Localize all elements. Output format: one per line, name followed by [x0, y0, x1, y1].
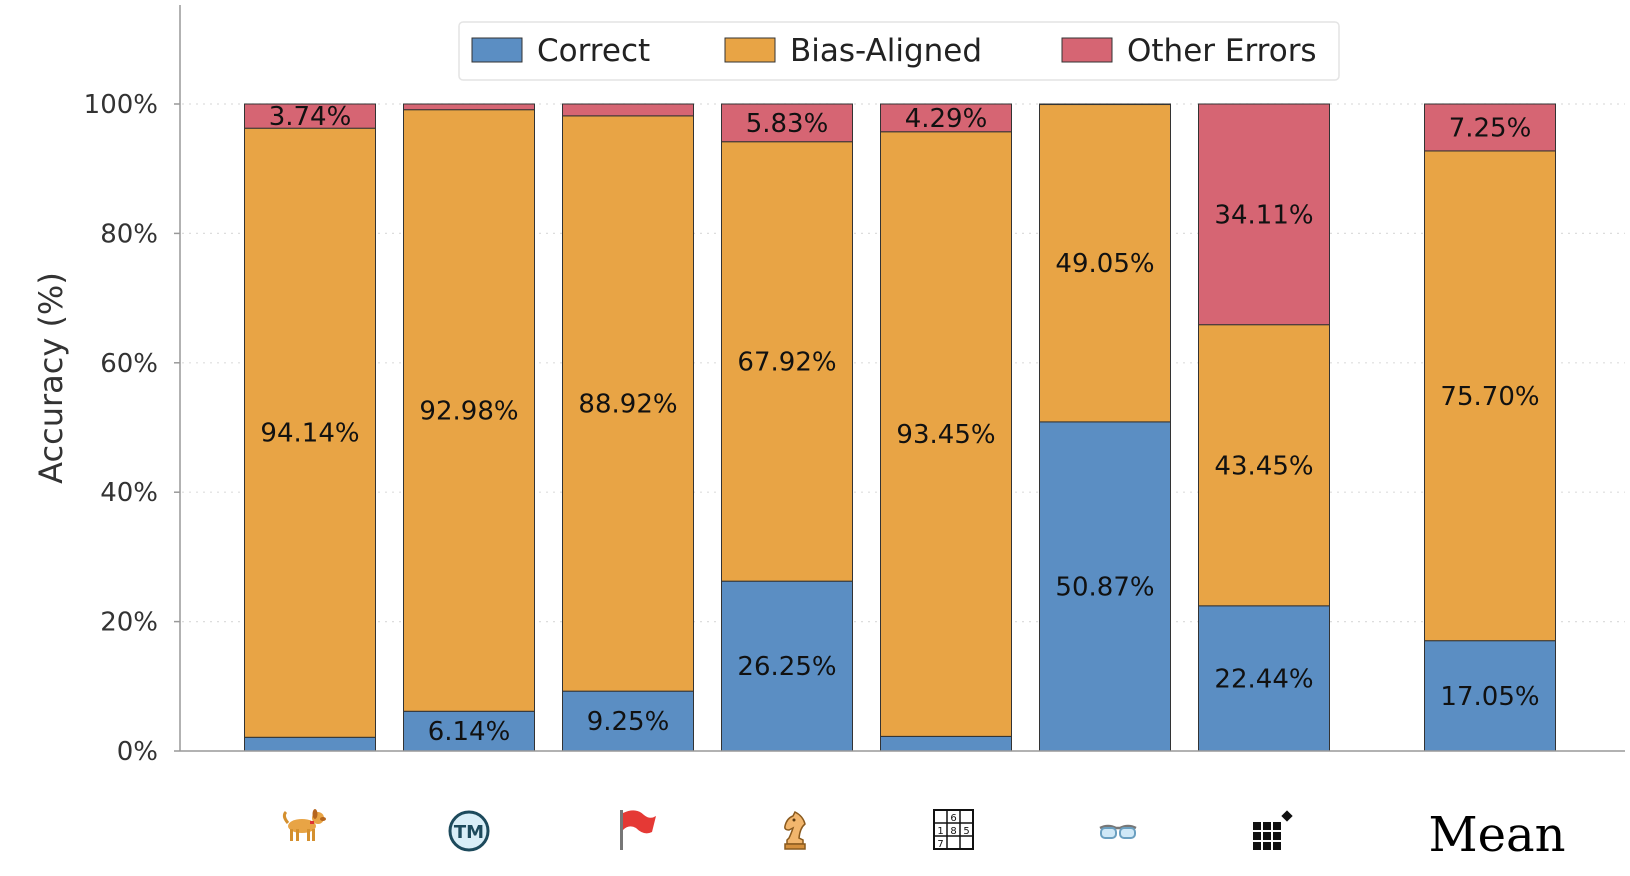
legend-swatch-other-errors	[1061, 37, 1113, 63]
legend: Correct Bias-Aligned Other Errors	[458, 21, 1340, 81]
y-tick-label: 80%	[100, 219, 158, 249]
bar-segment-bias-aligned	[1424, 150, 1556, 642]
bar-value-label: 6.14%	[428, 717, 511, 747]
chess-knight-icon	[784, 810, 806, 850]
bar-segment-other-errors	[403, 103, 535, 111]
svg-text:TM: TM	[454, 822, 484, 843]
legend-label-bias-aligned: Bias-Aligned	[790, 33, 982, 69]
category-icons: TM 6 1 8 5 7	[282, 807, 1566, 863]
bar-labels-group: 94.14% 3.74% 6.14% 92.98% 9.25% 88.92% 26.25% 6…	[260, 102, 1539, 747]
bar-value-label: 49.05%	[1055, 249, 1154, 279]
dog-icon	[282, 809, 326, 841]
bar-value-label: 3.74%	[269, 102, 352, 132]
bar-segment-correct	[244, 736, 376, 752]
bar-segment-bias-aligned	[403, 109, 535, 712]
svg-text:5: 5	[963, 826, 969, 837]
bar-value-label: 22.44%	[1214, 664, 1313, 694]
bar-segment-correct	[562, 690, 694, 752]
bar-value-label: 5.83%	[746, 109, 829, 139]
sudoku-grid-icon: 6 1 8 5 7	[933, 809, 974, 850]
bar-value-label: 67.92%	[737, 347, 836, 377]
axes-group	[179, 5, 1625, 752]
legend-label-other-errors: Other Errors	[1127, 33, 1317, 69]
bar-value-label: 17.05%	[1440, 682, 1539, 712]
legend-swatch-bias-aligned	[724, 37, 776, 63]
mean-label: Mean	[1428, 807, 1565, 863]
legend-swatch-correct	[471, 37, 523, 63]
bar-segment-correct	[1424, 640, 1556, 752]
bar-value-label: 92.98%	[419, 396, 518, 426]
bar-segment-other-errors	[880, 103, 1012, 133]
legend-label-correct: Correct	[537, 33, 650, 69]
bar-segment-other-errors	[1039, 103, 1171, 106]
bar-value-label: 93.45%	[896, 420, 995, 450]
red-flag-icon	[620, 810, 656, 850]
bar-value-label: 94.14%	[260, 419, 359, 449]
y-tick-label: 0%	[117, 737, 158, 767]
bar-value-label: 26.25%	[737, 652, 836, 682]
bar-segment-bias-aligned	[1198, 324, 1330, 607]
bars-group	[244, 103, 1556, 752]
y-tick-label: 20%	[100, 608, 158, 638]
bar-value-label: 88.92%	[578, 389, 677, 419]
bar-segment-correct	[1039, 421, 1171, 752]
bar-segment-other-errors	[1198, 103, 1330, 326]
svg-text:1: 1	[937, 826, 943, 837]
bar-value-label: 9.25%	[587, 707, 670, 737]
bar-segment-bias-aligned	[244, 127, 376, 738]
y-ticks-group: 0% 20% 40% 60% 80% 100%	[84, 90, 180, 767]
bar-segment-bias-aligned	[562, 115, 694, 692]
legend-frame	[458, 21, 1340, 81]
y-tick-label: 100%	[84, 90, 158, 120]
y-axis-title: Accuracy (%)	[32, 272, 70, 484]
bar-segment-correct	[880, 735, 1012, 752]
bar-value-label: 4.29%	[905, 104, 988, 134]
bar-segment-bias-aligned	[1039, 104, 1171, 423]
bar-segment-other-errors	[1424, 103, 1556, 152]
pixel-grid-icon	[1253, 810, 1293, 850]
bar-segment-other-errors	[562, 103, 694, 117]
bar-value-label: 43.45%	[1214, 451, 1313, 481]
bar-value-label: 50.87%	[1055, 572, 1154, 602]
bar-value-label: 7.25%	[1449, 113, 1532, 143]
y-tick-label: 40%	[100, 478, 158, 508]
bar-value-label: 75.70%	[1440, 382, 1539, 412]
bar-segment-other-errors	[244, 103, 376, 129]
svg-text:8: 8	[950, 826, 956, 837]
glasses-icon	[1099, 824, 1137, 839]
svg-text:7: 7	[937, 839, 943, 850]
bar-segment-correct	[1198, 605, 1330, 752]
bar-segment-bias-aligned	[721, 141, 853, 582]
trademark-icon: TM	[448, 810, 490, 852]
y-tick-label: 60%	[100, 349, 158, 379]
bar-segment-bias-aligned	[880, 131, 1012, 737]
bar-segment-other-errors	[721, 103, 853, 143]
bar-value-label: 34.11%	[1214, 200, 1313, 230]
svg-text:6: 6	[950, 813, 956, 824]
